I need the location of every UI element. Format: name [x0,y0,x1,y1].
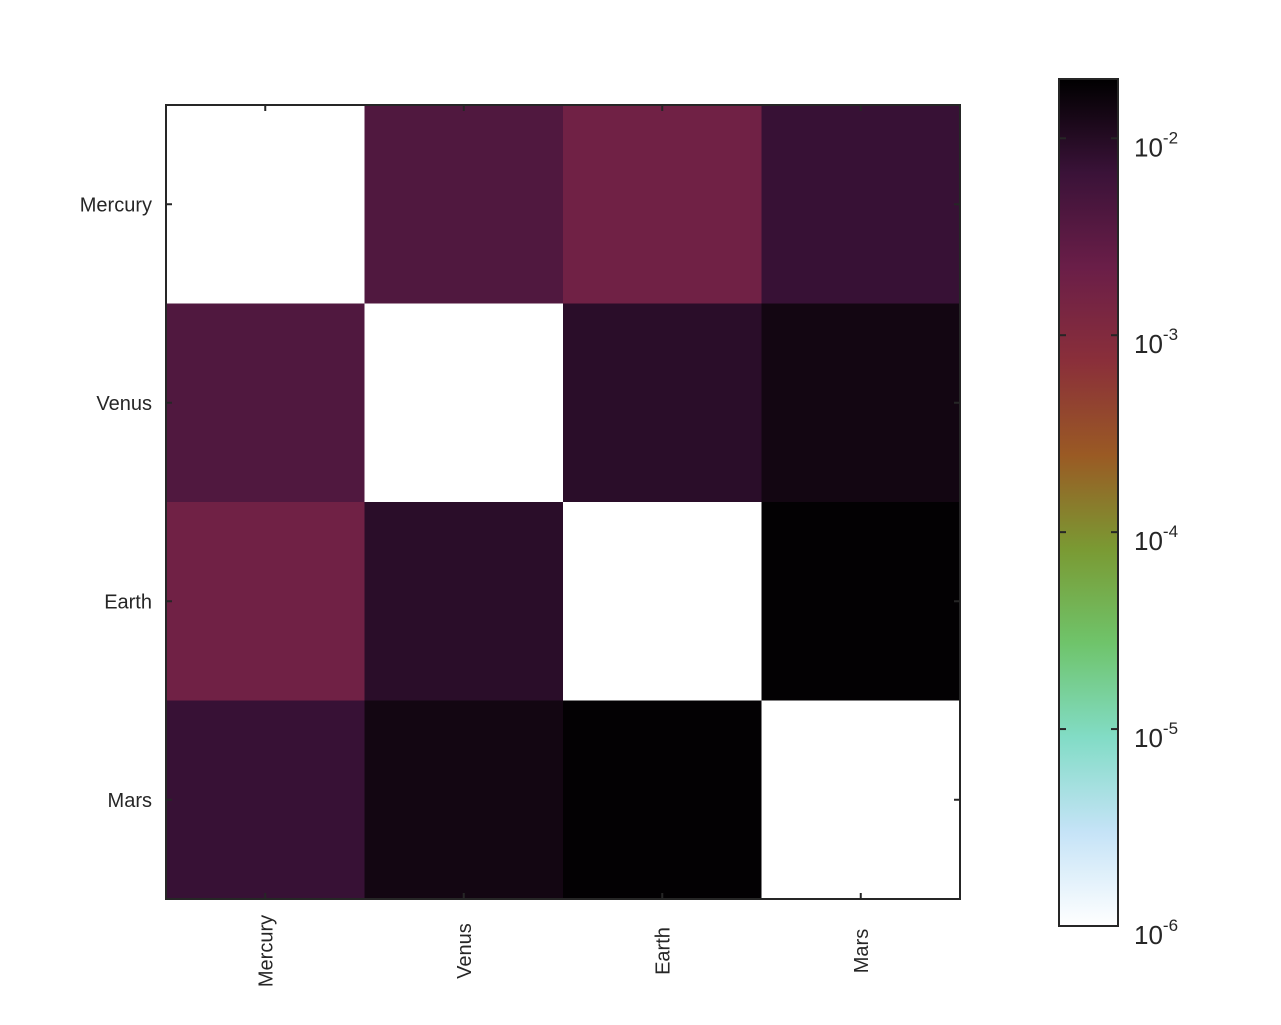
x-tick-label-earth: Earth [652,927,674,975]
colorbar-tick-label: 10-5 [1134,719,1178,753]
heatmap-cell-venus-venus [364,303,564,503]
y-tick-label-mercury: Mercury [80,194,152,216]
y-tick-label-earth: Earth [104,591,152,613]
colorbar-tick-label: 10-2 [1134,128,1178,162]
axis-ticks [166,105,960,899]
heatmap-cell-earth-mercury [166,502,365,701]
heatmap-cell-mars-earth [563,700,762,900]
plot-frame [165,104,961,900]
colorbar-tick-label: 10-3 [1134,325,1178,359]
colorbar [1058,78,1119,927]
x-tick-label-mars: Mars [851,929,873,973]
heatmap-cell-venus-mars [761,303,961,503]
colorbar-tick-label: 10-6 [1134,916,1178,950]
heatmap-cell-earth-venus [364,502,564,701]
x-tick-label-venus: Venus [454,923,476,979]
heatmap-cell-venus-mercury [166,303,365,503]
heatmap-cell-mercury-mercury [166,105,365,304]
heatmap-cell-mercury-earth [563,105,762,304]
y-tick-labels: Mercury Venus Earth Mars [80,194,152,812]
heatmap-cell-earth-mars [761,502,961,701]
heatmap-cell-mars-venus [364,700,564,900]
heatmap-cell-mercury-venus [364,105,564,304]
colorbar-tick-label: 10-4 [1134,522,1178,556]
y-tick-label-venus: Venus [96,393,152,415]
heatmap-cell-mars-mercury [166,700,365,900]
colorbar-ticks: 10-6 10-5 10-4 10-3 10-2 [1059,128,1178,950]
heatmap-cells [166,105,961,900]
heatmap-cell-mars-mars [761,700,961,900]
heatmap-cell-mercury-mars [761,105,961,304]
heatmap-cell-earth-earth [563,502,762,701]
x-tick-label-mercury: Mercury [255,915,277,987]
heatmap-cell-venus-earth [563,303,762,503]
x-tick-labels: Mercury Venus Earth Mars [255,915,873,987]
y-tick-label-mars: Mars [108,790,152,812]
